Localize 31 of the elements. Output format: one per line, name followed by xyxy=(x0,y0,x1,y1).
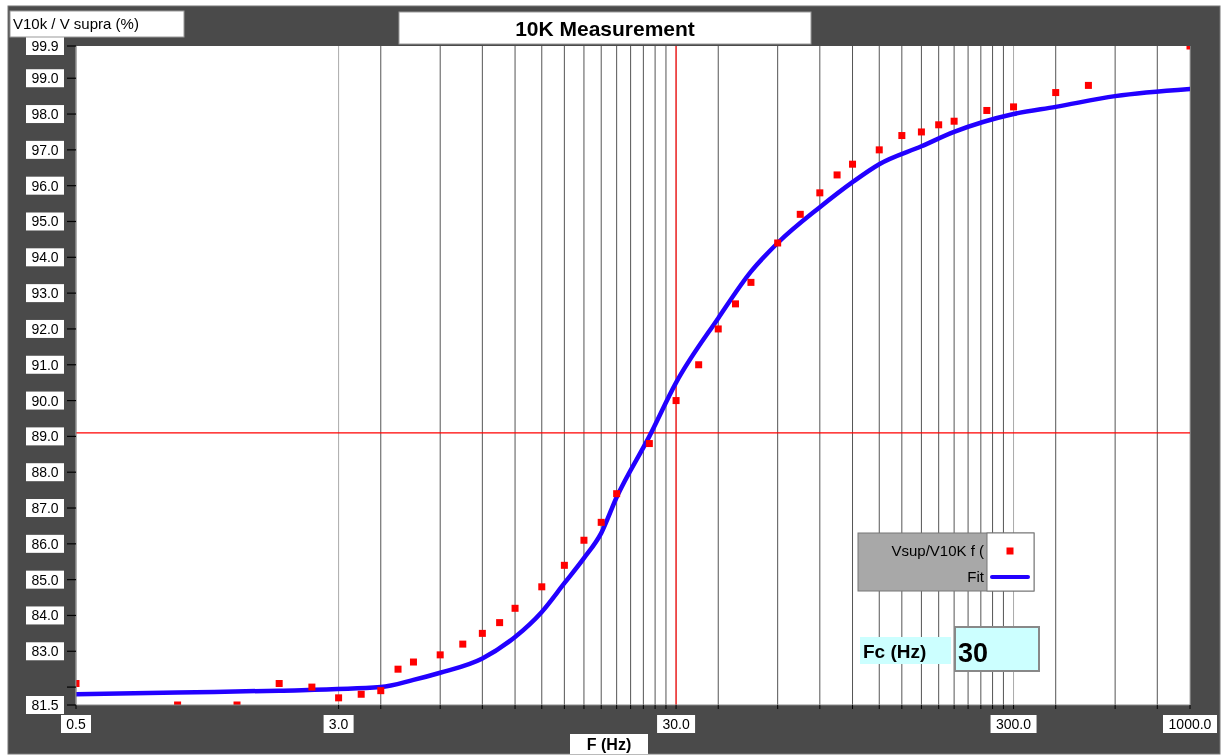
y-tick-label: 87.0 xyxy=(31,500,59,517)
x-tick-label: 0.5 xyxy=(66,716,86,732)
y-tick-label: 95.0 xyxy=(31,213,59,230)
legend-label: Fit xyxy=(967,568,985,585)
annotation: Fc (Hz) xyxy=(863,641,927,662)
x-tick-label: 30.0 xyxy=(662,716,690,732)
y-tick-label: 92.0 xyxy=(31,320,59,337)
x-tick-label: 3.0 xyxy=(328,716,349,732)
y-tick-label: 89.0 xyxy=(31,428,59,445)
y-axis-title: V10k / V supra (%) xyxy=(13,15,139,32)
chart-title: 10K Measurement xyxy=(515,17,695,40)
y-tick-label: 99.9 xyxy=(31,38,59,54)
y-tick-label: 88.0 xyxy=(31,464,59,481)
x-axis-title: F (Hz) xyxy=(586,736,632,753)
y-tick-label: 84.0 xyxy=(31,607,59,624)
y-tick-label: 86.0 xyxy=(31,535,59,552)
y-tick-label: 81.5 xyxy=(31,697,59,713)
y-tick-label: 96.0 xyxy=(31,177,59,194)
y-tick-label: 98.0 xyxy=(31,106,59,123)
y-tick-label: 99.0 xyxy=(31,70,59,87)
y-tick-label: 97.0 xyxy=(31,141,59,158)
y-tick-label: 83.0 xyxy=(31,643,59,660)
y-tick-label: 85.0 xyxy=(31,571,59,588)
y-tick-label: 90.0 xyxy=(31,392,59,409)
x-tick-label: 1000.0 xyxy=(1168,716,1212,732)
y-tick-label: 94.0 xyxy=(31,249,59,266)
y-tick-label: 91.0 xyxy=(31,356,59,373)
x-tick-label: 300.0 xyxy=(996,716,1032,732)
annotation: 30 xyxy=(958,638,989,668)
legend-label: Vsup/V10K f ( xyxy=(891,542,984,559)
y-tick-label: 93.0 xyxy=(31,285,59,302)
